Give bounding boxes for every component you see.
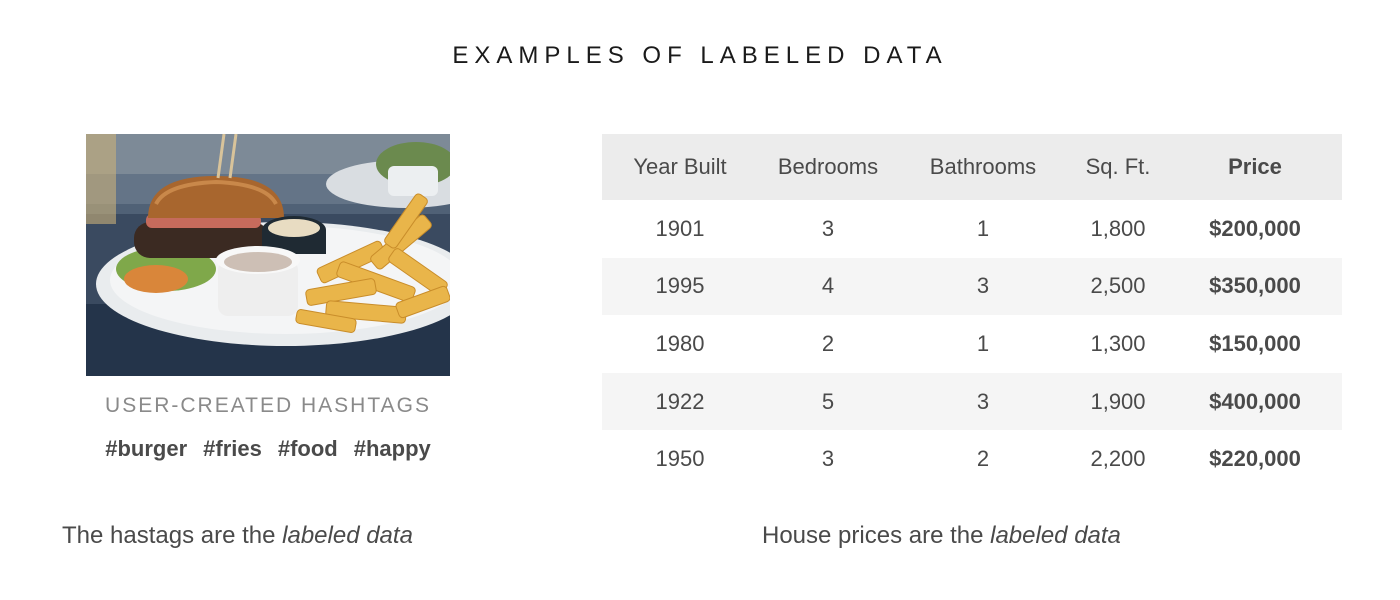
table-row: 1950 3 2 2,200 $220,000 <box>602 430 1342 488</box>
column-header: Sq. Ft. <box>1085 154 1151 179</box>
table-header-row: Year Built Bedrooms Bathrooms Sq. Ft. Pr… <box>602 134 1342 200</box>
hashtag: #food <box>277 436 338 461</box>
table-cell: 1,300 <box>1090 330 1146 356</box>
hashtag: #fries <box>203 436 262 461</box>
table-cell: 5 <box>821 388 835 414</box>
page-title: EXAMPLES OF LABELED DATA <box>452 42 948 69</box>
house-prices-table: Year Built Bedrooms Bathrooms Sq. Ft. Pr… <box>602 134 1342 488</box>
table-cell: 1980 <box>655 330 705 356</box>
table-cell: 1,800 <box>1090 215 1146 241</box>
hashtags-heading: USER-CREATED HASHTAGS <box>105 394 431 417</box>
table-cell: 3 <box>976 388 990 414</box>
table-cell: 1901 <box>655 215 705 241</box>
table-row: 1995 4 3 2,500 $350,000 <box>602 257 1342 316</box>
caption-emphasis: labeled data <box>282 522 413 549</box>
table-cell: 2 <box>821 330 835 356</box>
column-header: Bathrooms <box>929 154 1037 179</box>
table-cell: 1950 <box>655 446 705 472</box>
table-cell: 1 <box>976 330 990 356</box>
column-header-price: Price <box>1228 154 1282 179</box>
left-caption: The hastags are the labeled data <box>62 522 413 550</box>
table-cell: 2,500 <box>1090 273 1146 299</box>
table-cell: 2 <box>976 446 990 472</box>
hashtag: #happy <box>353 436 431 461</box>
table-row: 1922 5 3 1,900 $400,000 <box>602 372 1342 431</box>
caption-text: The hastags are the <box>62 522 283 549</box>
table-cell: 2,200 <box>1090 446 1146 472</box>
table-cell: 3 <box>821 446 835 472</box>
column-header: Bedrooms <box>777 154 879 179</box>
burger-photo <box>86 134 450 376</box>
table-cell: 3 <box>976 273 990 299</box>
hashtag: #burger <box>105 436 188 461</box>
table-cell: 1 <box>976 215 990 241</box>
table-row: 1980 2 1 1,300 $150,000 <box>602 315 1342 373</box>
column-header: Year Built <box>633 154 727 179</box>
price-cell: $220,000 <box>1209 446 1301 472</box>
caption-text: House prices are the <box>762 522 991 549</box>
right-caption: House prices are the labeled data <box>762 522 1121 550</box>
table-cell: 1922 <box>655 388 705 414</box>
price-cell: $200,000 <box>1209 215 1301 241</box>
table-cell: 4 <box>821 273 835 299</box>
table-cell: 1,900 <box>1090 388 1146 414</box>
table-cell: 1995 <box>655 273 705 299</box>
hashtag-list: #burger #fries #food #happy <box>60 436 476 462</box>
table-cell: 3 <box>821 215 835 241</box>
price-cell: $400,000 <box>1209 388 1301 414</box>
price-cell: $150,000 <box>1209 330 1301 356</box>
caption-emphasis: labeled data <box>990 522 1121 549</box>
price-cell: $350,000 <box>1209 273 1301 299</box>
table-row: 1901 3 1 1,800 $200,000 <box>602 200 1342 258</box>
